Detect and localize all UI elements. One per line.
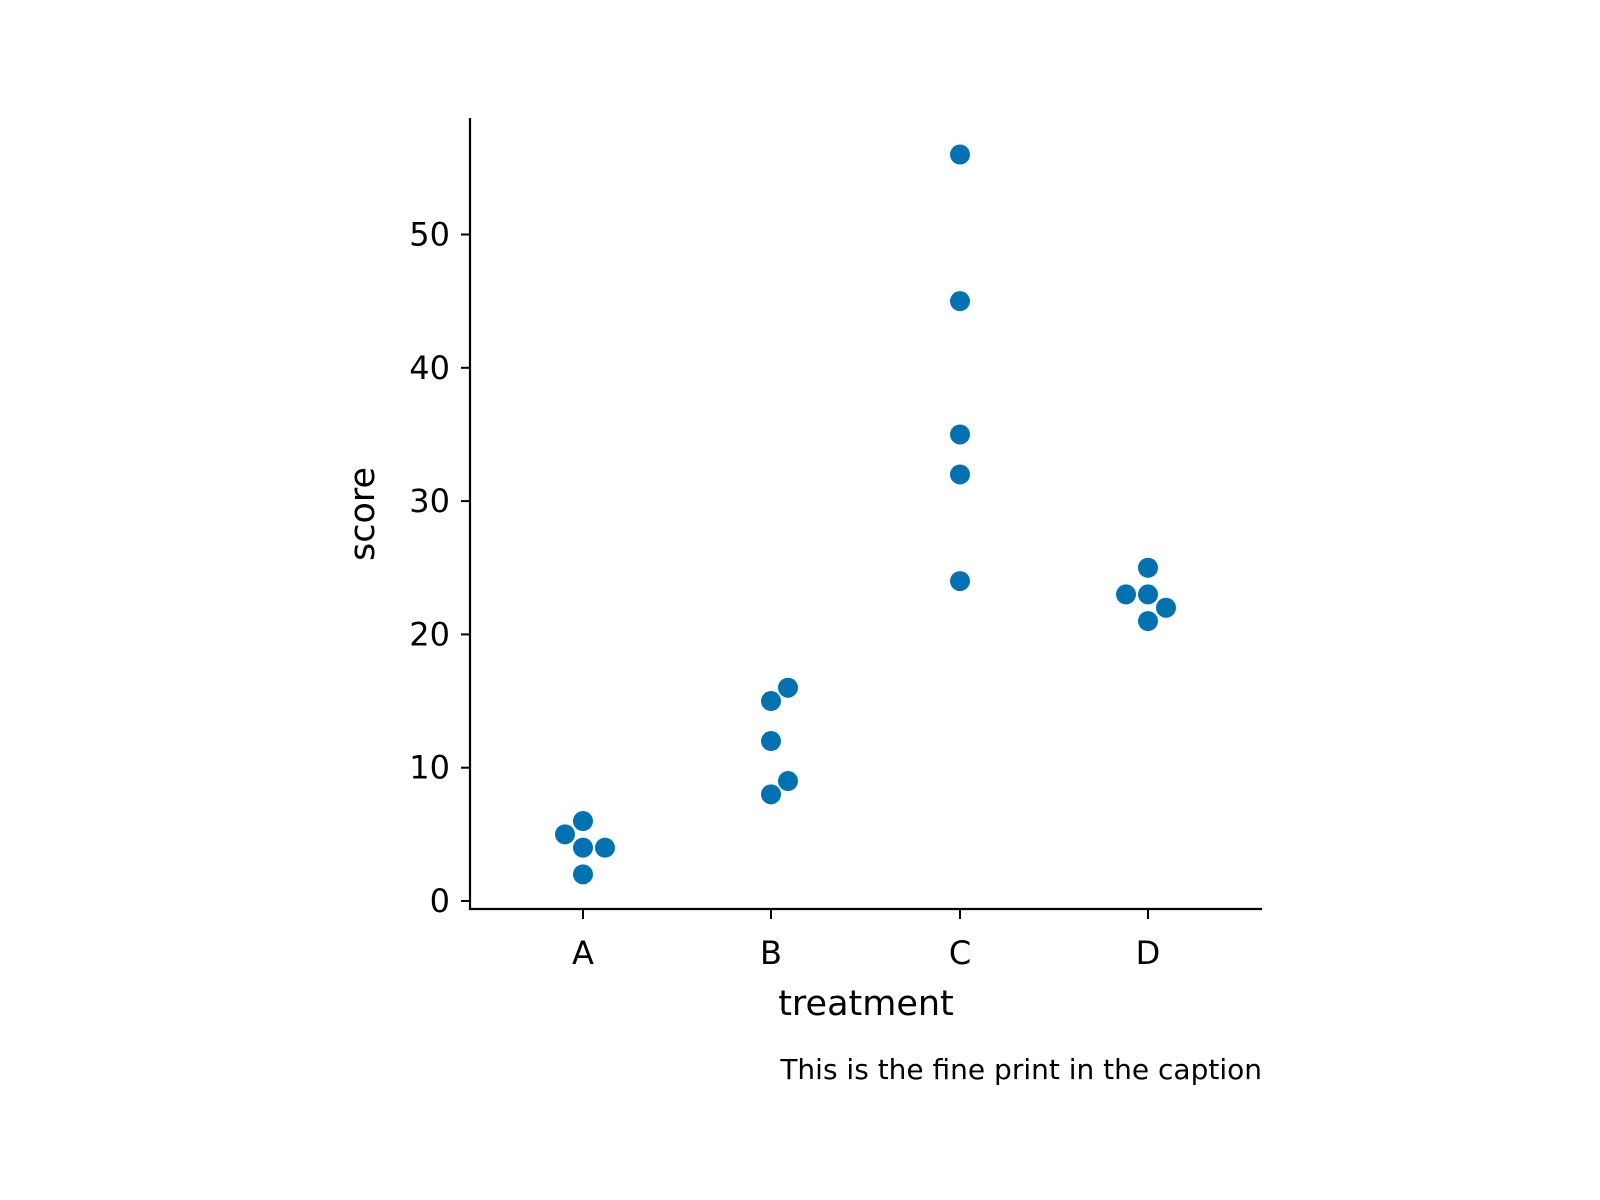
data-point-b xyxy=(761,731,781,752)
data-point-a xyxy=(573,811,593,832)
data-point-a xyxy=(573,837,593,858)
x-tick-label: B xyxy=(760,934,782,972)
chart-caption: This is the fine print in the caption xyxy=(779,1053,1262,1086)
data-point-c xyxy=(950,291,970,312)
data-point-a xyxy=(573,864,593,885)
y-tick-label: 0 xyxy=(430,882,450,920)
data-point-d xyxy=(1138,584,1158,605)
x-axis-title: treatment xyxy=(778,984,954,1024)
data-point-b xyxy=(778,771,798,792)
y-tick-label: 20 xyxy=(409,615,450,653)
data-point-c xyxy=(950,571,970,592)
x-tick-label: D xyxy=(1136,934,1161,972)
data-point-d xyxy=(1138,557,1158,578)
x-tick-label: C xyxy=(949,934,971,972)
y-axis-title: score xyxy=(343,467,383,561)
data-point-c xyxy=(950,424,970,445)
data-point-a xyxy=(595,837,615,858)
data-point-d xyxy=(1156,597,1176,618)
x-ticks: A B C D xyxy=(572,910,1160,972)
x-tick-label: A xyxy=(572,934,594,972)
y-tick-label: 40 xyxy=(409,349,450,387)
data-points xyxy=(555,144,1176,885)
y-tick-label: 30 xyxy=(409,482,450,520)
data-point-b xyxy=(778,677,798,698)
y-tick-label: 50 xyxy=(409,216,450,254)
data-point-c xyxy=(950,464,970,485)
data-point-b xyxy=(761,784,781,805)
data-point-d xyxy=(1116,584,1136,605)
y-tick-label: 10 xyxy=(409,749,450,787)
data-point-c xyxy=(950,144,970,165)
data-point-a xyxy=(555,824,575,845)
y-ticks: 0 10 20 30 40 50 xyxy=(409,216,470,920)
data-point-d xyxy=(1138,611,1158,632)
data-point-b xyxy=(761,691,781,712)
